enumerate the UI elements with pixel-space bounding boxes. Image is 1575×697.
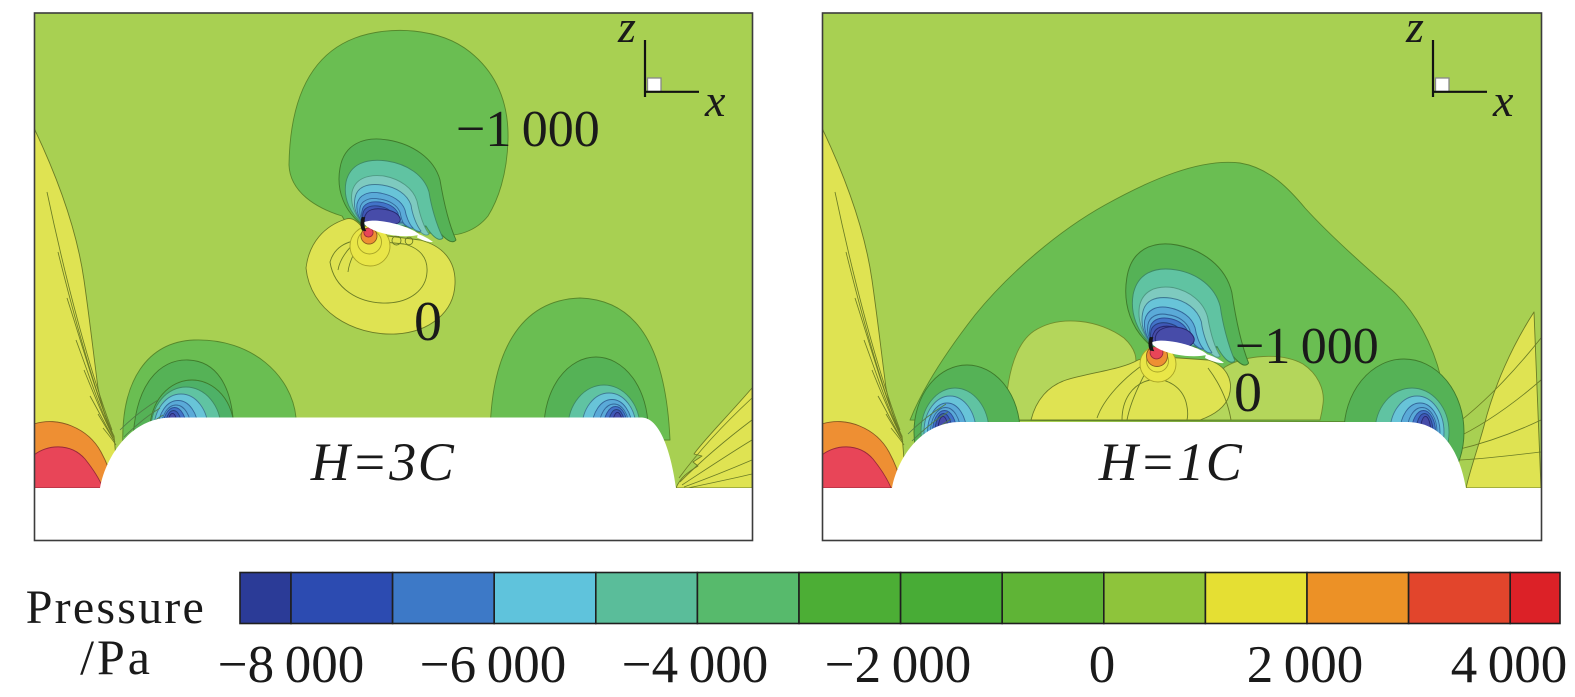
svg-text:H=1C: H=1C [1098, 432, 1243, 492]
svg-text:0: 0 [414, 291, 442, 353]
svg-text:−6 000: −6 000 [420, 636, 567, 694]
svg-text:−4 000: −4 000 [622, 636, 769, 694]
svg-text:0: 0 [1234, 362, 1262, 424]
svg-text:Pressure: Pressure [26, 581, 206, 634]
svg-text:z: z [617, 1, 636, 52]
svg-text:0: 0 [1089, 636, 1116, 694]
svg-text:H=3C: H=3C [310, 432, 455, 492]
svg-text:−1 000: −1 000 [1235, 318, 1379, 375]
svg-text:−8 000: −8 000 [218, 636, 365, 694]
svg-text:x: x [1492, 75, 1514, 126]
svg-text:2 000: 2 000 [1247, 636, 1364, 694]
svg-text:4 000: 4 000 [1451, 636, 1568, 694]
svg-text:−2 000: −2 000 [825, 636, 972, 694]
svg-text:/Pa: /Pa [80, 629, 153, 685]
svg-text:z: z [1405, 1, 1424, 52]
svg-text:−1 000: −1 000 [456, 101, 600, 158]
svg-text:x: x [704, 75, 726, 126]
